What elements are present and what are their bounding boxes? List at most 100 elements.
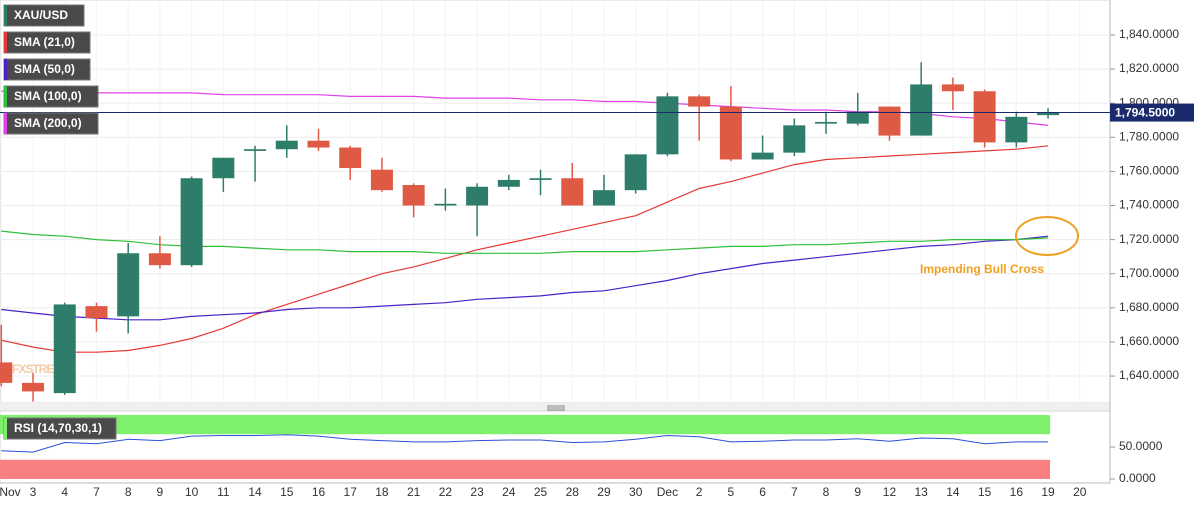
candle-body [370,169,393,191]
panel-separator [0,403,1110,411]
y-tick-label: 0.0000 [1119,471,1156,485]
legend-label: SMA (100,0) [14,89,82,103]
x-tick-label: 18 [375,485,389,499]
legend-swatch [4,32,7,53]
candle-body [22,382,45,392]
candle-body [339,147,362,168]
candle-body [656,96,679,155]
x-tick-label: 4 [61,485,68,499]
x-tick-label: 29 [597,485,611,499]
x-tick-label: 13 [915,485,929,499]
x-tick-label: 16 [1010,485,1024,499]
x-tick-label: 19 [1041,485,1055,499]
x-tick-label: 14 [248,485,262,499]
legend-label: RSI (14,70,30,1) [14,421,102,435]
x-tick-label: 22 [439,485,453,499]
y-tick-label: 1,760.0000 [1119,164,1179,178]
y-tick-label: 1,840.0000 [1119,27,1179,41]
candle-body [973,91,996,143]
sma-line [1,145,1049,353]
legend-swatch [4,86,7,107]
candle-body [846,111,869,124]
x-tick-label: 9 [157,485,164,499]
x-tick-label: 16 [312,485,326,499]
x-tick-label: 9 [854,485,861,499]
candle-body [751,152,774,160]
x-tick-label: 10 [185,485,199,499]
sma-line [1,230,1049,254]
candle-body [148,253,171,266]
candle-body [180,178,203,266]
x-tick-label: 30 [629,485,643,499]
x-tick-label: 2 [696,485,703,499]
x-tick-label: 15 [978,485,992,499]
candle-body [244,149,267,151]
price-panel [0,0,1111,404]
sma-line [1,90,1049,126]
x-tick-label: 5 [728,485,735,499]
candle-body [1037,112,1060,116]
x-tick-label: 7 [791,485,798,499]
candle-body [466,186,489,206]
y-tick-label: 1,680.0000 [1119,300,1179,314]
candle-body [688,96,711,107]
x-tick-label: 14 [946,485,960,499]
x-tick-label: 8 [125,485,132,499]
x-tick-label: 25 [534,485,548,499]
x-tick-label: 21 [407,485,421,499]
x-tick-label: 3 [30,485,37,499]
candle-body [624,154,647,191]
x-tick-label: Nov [0,485,21,499]
annotation-circle [1015,216,1079,256]
legend-label: SMA (50,0) [14,62,75,76]
candle-body [497,179,520,187]
rsi-line [1,434,1049,453]
x-tick-label: Dec [657,485,678,499]
candle-body [1005,116,1028,143]
last-price-label: 1,794.5000 [1115,106,1175,120]
x-tick-label: 17 [344,485,358,499]
legend-swatch [4,113,7,134]
legend-label: XAU/USD [14,8,68,22]
candle-body [878,106,901,136]
x-tick-label: 24 [502,485,516,499]
candle-body [402,185,425,206]
candle-body [434,203,457,206]
last-price-box [1110,103,1194,122]
x-tick-label: 6 [759,485,766,499]
y-tick-label: 1,820.0000 [1119,61,1179,75]
rsi-band [0,459,1051,479]
rsi-band [0,415,1051,435]
y-tick-label: 1,640.0000 [1119,368,1179,382]
legend-swatch [4,59,7,80]
x-tick-label: 28 [566,485,580,499]
x-tick-label: 12 [883,485,897,499]
legend-label: SMA (200,0) [14,116,82,130]
annotation: Impending Bull Cross [920,262,1044,276]
candle-body [941,84,964,92]
candle-body [561,178,584,206]
y-tick-label: 1,740.0000 [1119,198,1179,212]
y-tick-label: 1,720.0000 [1119,232,1179,246]
x-tick-label: 23 [470,485,484,499]
candle-body [307,140,330,148]
legend-label: SMA (21,0) [14,35,75,49]
legend-swatch [4,418,7,439]
legend-swatch [4,5,7,26]
x-tick-label: 20 [1073,485,1087,499]
y-tick-label: 1,660.0000 [1119,334,1179,348]
candle-body [53,304,76,394]
y-tick-label: 50.0000 [1119,439,1163,453]
x-tick-label: 11 [217,485,230,499]
candle-body [275,140,298,150]
y-tick-label: 1,780.0000 [1119,129,1179,143]
candle-body [783,125,806,153]
y-tick-label: 1,700.0000 [1119,266,1179,280]
sma-line [1,235,1049,321]
x-tick-label: 15 [280,485,294,499]
candle-body [719,106,742,160]
candle-body [815,121,838,124]
candle-body [0,362,13,383]
candle-body [910,84,933,136]
